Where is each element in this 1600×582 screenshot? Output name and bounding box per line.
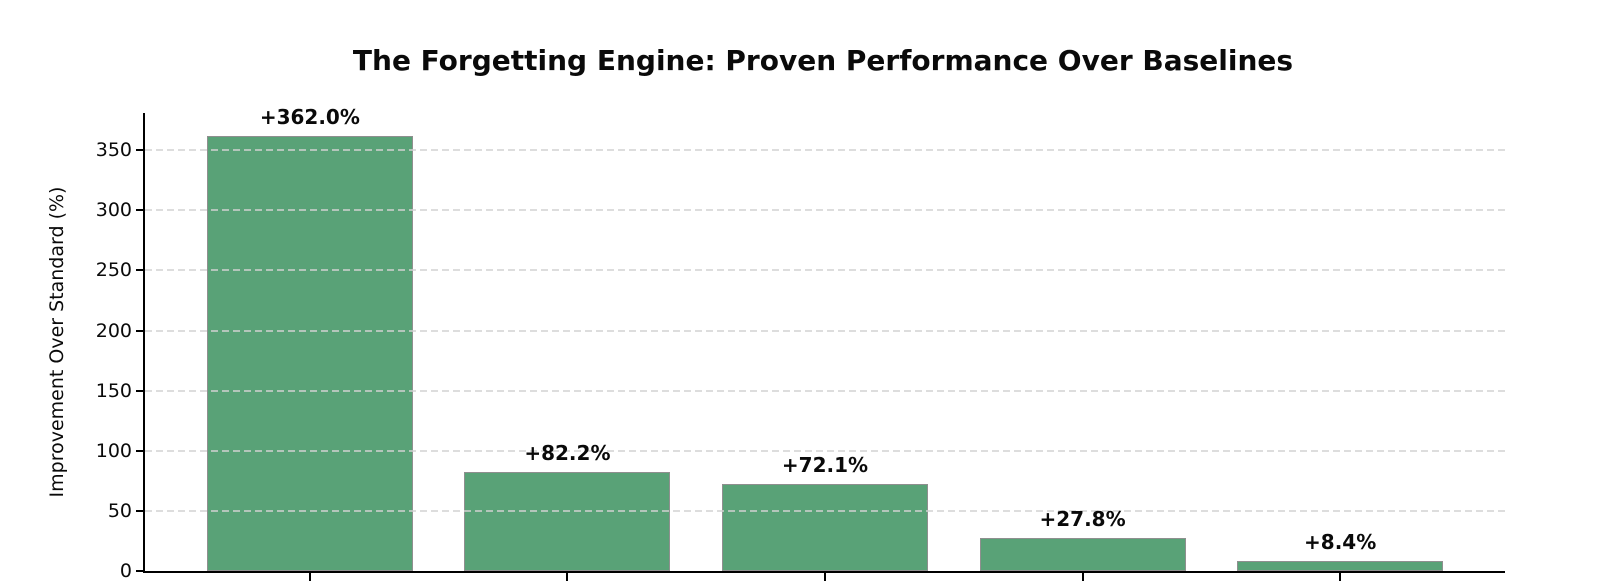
y-gridline	[145, 149, 1505, 152]
x-axis-tick	[1081, 573, 1084, 581]
y-axis-tick	[136, 570, 144, 572]
x-axis-tick	[566, 573, 569, 581]
y-axis-label: Improvement Over Standard (%)	[46, 186, 68, 498]
bar	[464, 472, 671, 571]
y-gridline	[145, 269, 1505, 272]
y-axis-tick	[136, 509, 144, 512]
y-axis-tick	[136, 329, 144, 332]
x-axis-tick	[308, 573, 311, 581]
bar	[1237, 560, 1444, 571]
y-gridline	[145, 509, 1505, 512]
y-axis-tick	[136, 149, 144, 152]
y-axis-tick	[136, 269, 144, 272]
plot-area: +362.0% +82.2% +72.1% +27.8% +8.4% 0 50 100 150 2…	[96, 105, 1505, 581]
y-axis-tick	[136, 209, 144, 212]
y-gridline	[145, 209, 1505, 212]
bar-value-label: +362.0%	[259, 104, 360, 129]
x-axis-tick	[824, 573, 826, 581]
y-axis-tick	[136, 389, 144, 392]
y-axis-tick	[136, 449, 144, 452]
bar	[206, 135, 413, 571]
bar-value-label: +8.4%	[1304, 529, 1377, 554]
bar	[979, 537, 1186, 571]
y-gridline	[145, 449, 1505, 452]
bar-value-label: +27.8%	[1039, 506, 1126, 531]
bar-value-label: +82.2%	[524, 441, 611, 466]
bar	[721, 484, 929, 571]
bar-value-label: +72.1%	[781, 453, 869, 478]
y-gridline	[145, 329, 1505, 332]
x-axis-tick	[1339, 573, 1342, 581]
y-gridline	[145, 389, 1505, 392]
chart-title: The Forgetting Engine: Proven Performanc…	[352, 44, 1294, 77]
